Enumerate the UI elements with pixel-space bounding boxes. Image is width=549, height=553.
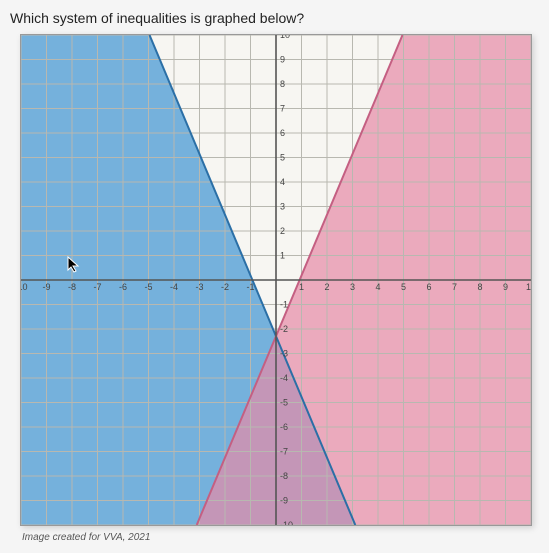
y-tick-label: 2 [280,226,285,236]
y-tick-label: -8 [280,471,288,481]
y-tick-label: -9 [280,496,288,506]
x-tick-label: -2 [221,282,229,292]
y-tick-label: -6 [280,422,288,432]
chart-svg: -10 -9 -8 -7 -6 -5 -4 -3 -2 -1 1 2 3 4 5 6 7 8 9 10 -10 -9 -8 -… [21,35,531,525]
y-tick-label: -2 [280,324,288,334]
y-tick-label: -3 [280,349,288,359]
x-tick-label: 5 [401,282,406,292]
x-tick-label: 9 [503,282,508,292]
x-tick-label: -5 [144,282,152,292]
y-tick-label: -1 [280,300,288,310]
x-tick-label: 10 [526,282,531,292]
y-tick-label: 8 [280,79,285,89]
x-tick-label: 8 [477,282,482,292]
y-tick-label: 5 [280,153,285,163]
x-tick-label: -3 [195,282,203,292]
x-tick-label: -4 [170,282,178,292]
x-tick-label: -1 [246,282,254,292]
x-tick-label: -7 [93,282,101,292]
y-tick-label: 6 [280,128,285,138]
x-tick-label: 1 [299,282,304,292]
y-tick-label: -5 [280,398,288,408]
x-tick-label: 2 [324,282,329,292]
x-tick-label: -6 [119,282,127,292]
y-tick-label: -4 [280,373,288,383]
y-tick-label: -7 [280,447,288,457]
y-tick-label: -10 [280,520,293,525]
inequality-chart: -10 -9 -8 -7 -6 -5 -4 -3 -2 -1 1 2 3 4 5 6 7 8 9 10 -10 -9 -8 -… [20,34,532,526]
y-tick-label: 3 [280,202,285,212]
image-caption: Image created for VVA, 2021 [22,532,539,543]
x-tick-label: -10 [21,282,28,292]
y-tick-label: 1 [280,251,285,261]
y-tick-label: 7 [280,104,285,114]
x-tick-label: -8 [68,282,76,292]
question-text: Which system of inequalities is graphed … [10,10,539,26]
y-tick-label: 10 [280,35,290,40]
x-tick-label: 4 [375,282,380,292]
x-tick-label: -9 [42,282,50,292]
y-tick-label: 4 [280,177,285,187]
x-tick-label: 3 [350,282,355,292]
x-tick-label: 6 [426,282,431,292]
y-tick-label: 9 [280,55,285,65]
x-tick-label: 7 [452,282,457,292]
